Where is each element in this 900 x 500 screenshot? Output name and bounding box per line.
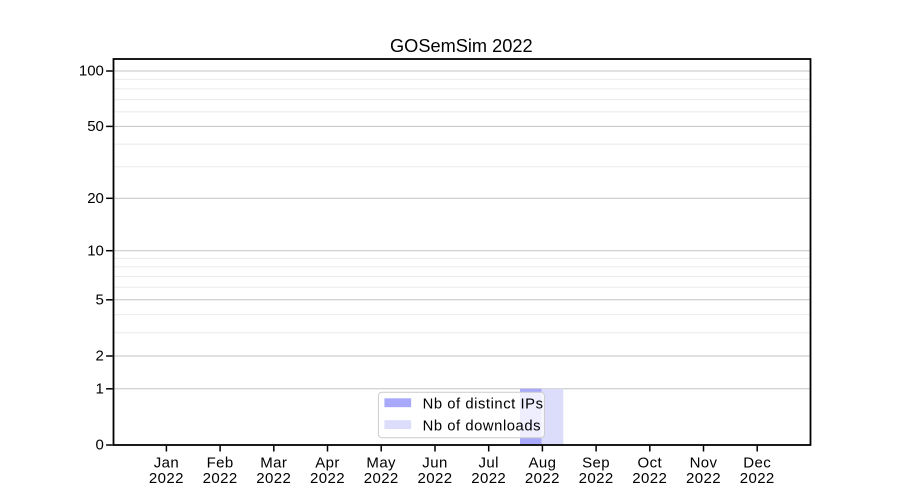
svg-text:5: 5: [96, 291, 104, 308]
svg-text:2022: 2022: [364, 470, 399, 487]
svg-text:Sep: Sep: [582, 454, 610, 471]
svg-text:May: May: [366, 454, 396, 471]
svg-text:GOSemSim 2022: GOSemSim 2022: [390, 36, 533, 56]
svg-text:2022: 2022: [310, 470, 345, 487]
svg-text:2022: 2022: [471, 470, 506, 487]
svg-text:Jul: Jul: [479, 454, 499, 471]
svg-text:Mar: Mar: [260, 454, 287, 471]
svg-text:50: 50: [87, 118, 104, 135]
svg-text:2022: 2022: [149, 470, 184, 487]
svg-text:Dec: Dec: [743, 454, 771, 471]
svg-text:Aug: Aug: [528, 454, 556, 471]
svg-text:100: 100: [79, 63, 104, 80]
svg-text:2022: 2022: [418, 470, 453, 487]
svg-text:1: 1: [96, 380, 104, 397]
svg-text:Jan: Jan: [154, 454, 179, 471]
svg-text:2022: 2022: [740, 470, 775, 487]
svg-text:Nb of distinct IPs: Nb of distinct IPs: [423, 397, 544, 413]
svg-text:Jun: Jun: [422, 454, 447, 471]
svg-text:Feb: Feb: [207, 454, 234, 471]
svg-text:2022: 2022: [203, 470, 238, 487]
svg-text:Oct: Oct: [638, 454, 663, 471]
svg-text:2022: 2022: [686, 470, 721, 487]
svg-text:Nb of downloads: Nb of downloads: [423, 419, 541, 435]
svg-text:20: 20: [87, 190, 104, 207]
svg-text:0: 0: [96, 437, 104, 454]
svg-text:2022: 2022: [256, 470, 291, 487]
svg-text:2022: 2022: [525, 470, 560, 487]
svg-text:10: 10: [87, 242, 104, 259]
svg-text:Nov: Nov: [690, 454, 718, 471]
svg-text:2: 2: [96, 348, 104, 365]
svg-text:Apr: Apr: [315, 454, 340, 471]
svg-text:2022: 2022: [632, 470, 667, 487]
svg-text:2022: 2022: [579, 470, 614, 487]
